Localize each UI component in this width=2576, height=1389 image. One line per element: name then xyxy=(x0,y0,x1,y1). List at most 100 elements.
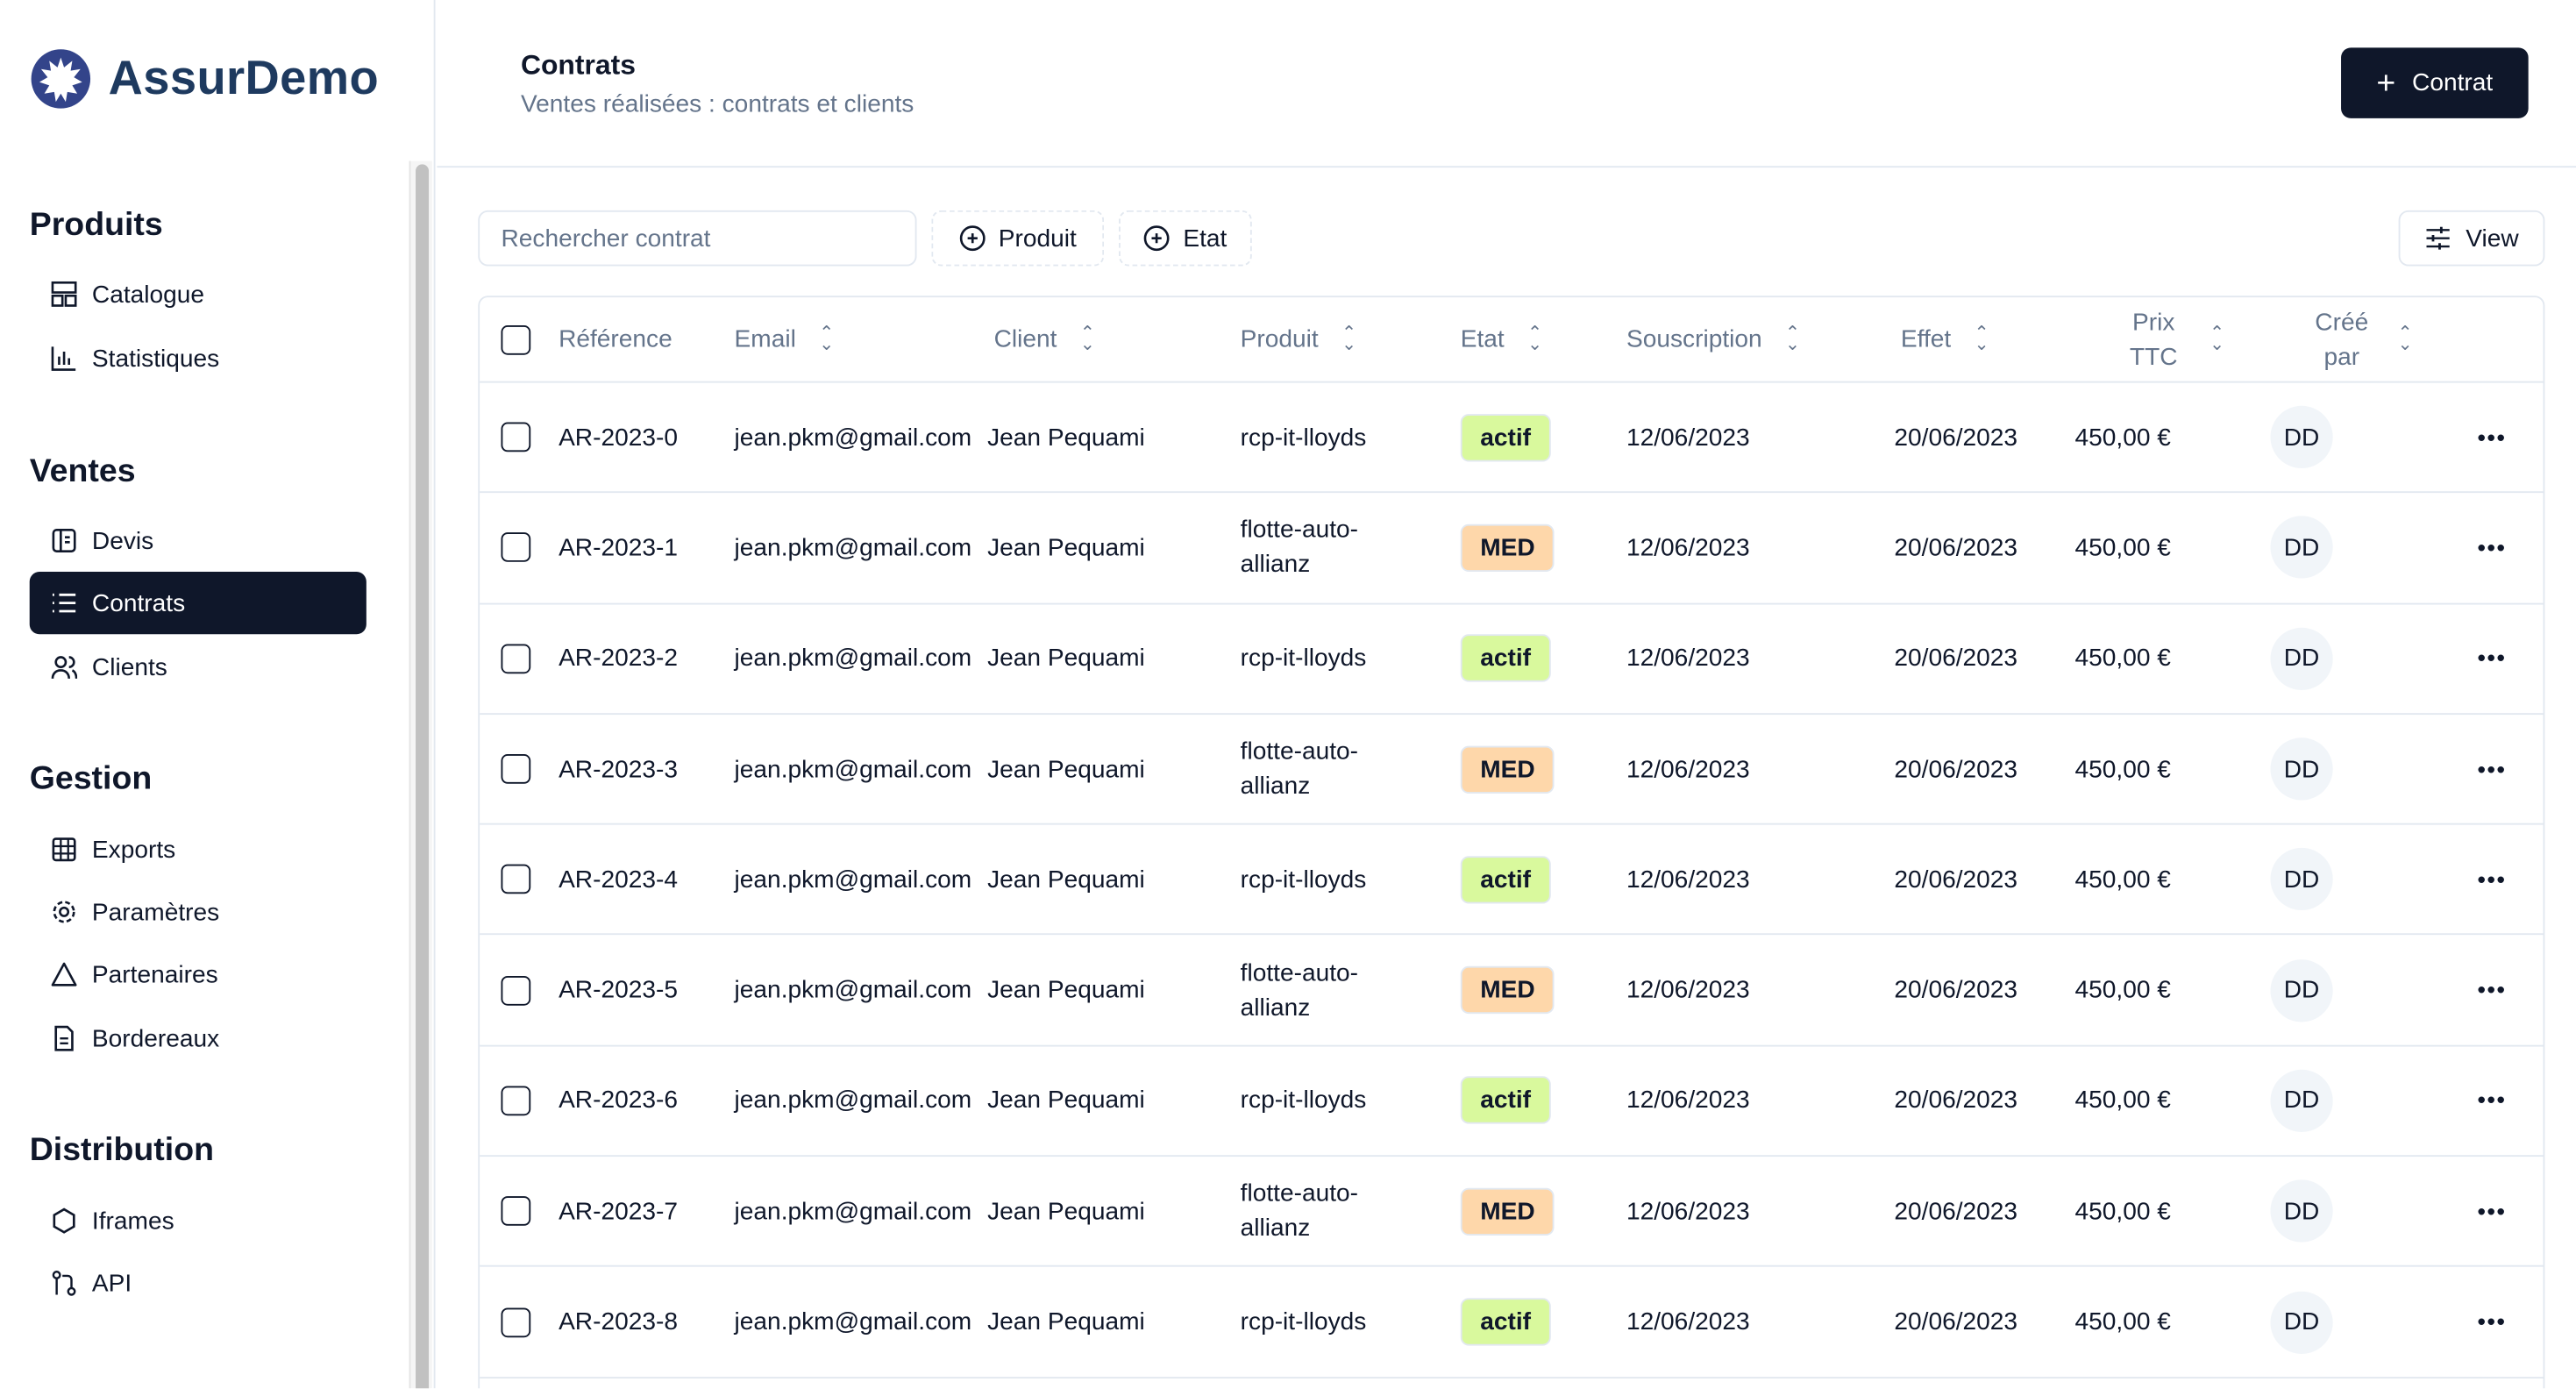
more-actions-icon[interactable]: ••• xyxy=(2477,1197,2507,1224)
sort-icon[interactable]: ⌃ ⌄ xyxy=(1784,323,1801,354)
more-actions-icon[interactable]: ••• xyxy=(2477,533,2507,560)
filter-produit-label: Produit xyxy=(998,224,1077,253)
row-checkbox[interactable] xyxy=(501,532,531,563)
sort-icon[interactable]: ⌃ ⌄ xyxy=(2397,323,2413,354)
status-badge: actif xyxy=(1460,855,1551,904)
table-row[interactable]: AR-2023-2 jean.pkm@gmail.com Jean Pequam… xyxy=(480,604,2544,715)
sidebar-item-bordereaux[interactable]: Bordereaux xyxy=(30,1008,366,1070)
souscription-cell: 12/06/2023 xyxy=(1626,1086,1750,1115)
table-row[interactable]: AR-2023-1 jean.pkm@gmail.com Jean Pequam… xyxy=(480,494,2544,604)
row-checkbox[interactable] xyxy=(501,1307,531,1337)
column-header[interactable]: Prix TTC ⌃ ⌄ xyxy=(2075,305,2271,374)
sidebar-item-label: Devis xyxy=(91,526,154,555)
brand-name: AssurDemo xyxy=(108,52,380,104)
sidebar-item-parametres[interactable]: Paramètres xyxy=(30,880,366,943)
column-header[interactable]: Produit ⌃ ⌄ xyxy=(1241,322,1461,356)
table-row[interactable]: AR-2023-6 jean.pkm@gmail.com Jean Pequam… xyxy=(480,1046,2544,1158)
filter-etat-label: Etat xyxy=(1183,224,1228,253)
avatar: DD xyxy=(2270,1069,2333,1132)
client-cell: Jean Pequami xyxy=(987,1307,1145,1336)
table-row[interactable]: AR-2023-4 jean.pkm@gmail.com Jean Pequam… xyxy=(480,825,2544,937)
sidebar-item-label: Paramètres xyxy=(91,897,220,926)
row-checkbox[interactable] xyxy=(501,422,531,452)
more-actions-icon[interactable]: ••• xyxy=(2477,1307,2507,1335)
row-checkbox[interactable] xyxy=(501,1086,531,1116)
sort-icon[interactable]: ⌃ ⌄ xyxy=(1526,323,1543,354)
reference-cell: AR-2023-6 xyxy=(559,1086,678,1115)
filter-produit-button[interactable]: Produit xyxy=(931,210,1105,267)
column-header[interactable]: Client ⌃ ⌄ xyxy=(987,322,1241,356)
table-row[interactable]: AR-2023-3 jean.pkm@gmail.com Jean Pequam… xyxy=(480,715,2544,825)
catalog-icon xyxy=(51,281,77,307)
reference-cell: AR-2023-2 xyxy=(559,644,678,673)
reference-cell: AR-2023-0 xyxy=(559,423,678,452)
prix-cell: 450,00 € xyxy=(2074,644,2171,673)
prix-cell: 450,00 € xyxy=(2074,1086,2171,1115)
more-actions-icon[interactable]: ••• xyxy=(2477,644,2507,671)
column-header[interactable]: Email ⌃ ⌄ xyxy=(735,322,988,356)
scrollbar-thumb[interactable] xyxy=(416,164,430,1389)
logo[interactable]: AssurDemo xyxy=(30,47,379,110)
table-row[interactable]: AR-2023-7 jean.pkm@gmail.com Jean Pequam… xyxy=(480,1157,2544,1268)
row-checkbox[interactable] xyxy=(501,865,531,894)
table-row[interactable]: AR-2023-5 jean.pkm@gmail.com Jean Pequam… xyxy=(480,936,2544,1047)
column-header[interactable]: Etat ⌃ ⌄ xyxy=(1461,322,1626,356)
row-checkbox[interactable] xyxy=(501,644,531,673)
sliders-icon xyxy=(2426,226,2450,250)
sort-icon[interactable]: ⌃ ⌄ xyxy=(2209,323,2225,354)
file-icon xyxy=(54,1025,74,1051)
column-header[interactable]: Effet ⌃ ⌄ xyxy=(1894,322,2074,356)
more-actions-icon[interactable]: ••• xyxy=(2477,865,2507,893)
prix-cell: 450,00 € xyxy=(2074,755,2171,783)
souscription-cell: 12/06/2023 xyxy=(1626,865,1750,894)
sidebar-item-exports[interactable]: Exports xyxy=(30,818,366,880)
email-cell: jean.pkm@gmail.com xyxy=(734,644,972,673)
sidebar-item-catalogue[interactable]: Catalogue xyxy=(30,263,366,325)
column-header[interactable]: Souscription ⌃ ⌄ xyxy=(1626,322,1894,356)
sidebar-item-label: Exports xyxy=(91,835,176,864)
sidebar-item-statistiques[interactable]: Statistiques xyxy=(30,327,366,389)
souscription-cell: 12/06/2023 xyxy=(1626,533,1750,562)
filter-etat-button[interactable]: Etat xyxy=(1119,210,1252,267)
sidebar-item-clients[interactable]: Clients xyxy=(30,636,366,698)
sidebar-item-iframes[interactable]: Iframes xyxy=(30,1190,366,1252)
view-options-button[interactable]: View xyxy=(2398,210,2545,267)
email-cell: jean.pkm@gmail.com xyxy=(734,533,972,562)
sort-icon[interactable]: ⌃ ⌄ xyxy=(1974,323,1989,354)
select-all-cell xyxy=(480,324,559,354)
new-contract-button[interactable]: + Contrat xyxy=(2341,47,2529,118)
search-input[interactable] xyxy=(478,210,917,267)
sidebar-scrollbar[interactable] xyxy=(409,160,432,1389)
more-actions-icon[interactable]: ••• xyxy=(2477,976,2507,1003)
table-row[interactable]: AR-2023-0 jean.pkm@gmail.com Jean Pequam… xyxy=(480,383,2544,494)
sort-icon[interactable]: ⌃ ⌄ xyxy=(819,323,835,354)
table-row[interactable]: AR-2023-8 jean.pkm@gmail.com Jean Pequam… xyxy=(480,1267,2544,1378)
sort-icon[interactable]: ⌃ ⌄ xyxy=(1079,323,1095,354)
produit-cell: flotte-auto-allianz xyxy=(1240,737,1359,801)
avatar: DD xyxy=(2270,627,2333,690)
sidebar-item-api[interactable]: API xyxy=(30,1252,366,1314)
effet-cell: 20/06/2023 xyxy=(1894,1197,2018,1226)
client-cell: Jean Pequami xyxy=(987,1086,1145,1115)
git-pull-icon xyxy=(52,1271,76,1296)
status-badge: MED xyxy=(1460,1187,1555,1236)
more-actions-icon[interactable]: ••• xyxy=(2477,423,2507,450)
column-header[interactable]: Référence xyxy=(559,322,734,356)
logo-icon xyxy=(31,49,91,109)
row-checkbox[interactable] xyxy=(501,754,531,784)
avatar: DD xyxy=(2270,1179,2333,1243)
row-checkbox[interactable] xyxy=(501,975,531,1006)
prix-cell: 450,00 € xyxy=(2074,423,2171,452)
souscription-cell: 12/06/2023 xyxy=(1626,755,1750,783)
select-all-checkbox[interactable] xyxy=(501,324,531,354)
sort-icon[interactable]: ⌃ ⌄ xyxy=(1341,323,1357,354)
more-actions-icon[interactable]: ••• xyxy=(2477,1086,2507,1114)
sidebar-item-contrats[interactable]: Contrats xyxy=(29,572,366,635)
email-cell: jean.pkm@gmail.com xyxy=(734,1307,972,1336)
sidebar-item-partenaires[interactable]: Partenaires xyxy=(30,944,366,1006)
column-header[interactable]: Créé par ⌃ ⌄ xyxy=(2270,305,2451,374)
more-actions-icon[interactable]: ••• xyxy=(2477,755,2507,782)
sidebar-item-devis[interactable]: Devis xyxy=(30,509,366,572)
row-checkbox[interactable] xyxy=(501,1196,531,1227)
